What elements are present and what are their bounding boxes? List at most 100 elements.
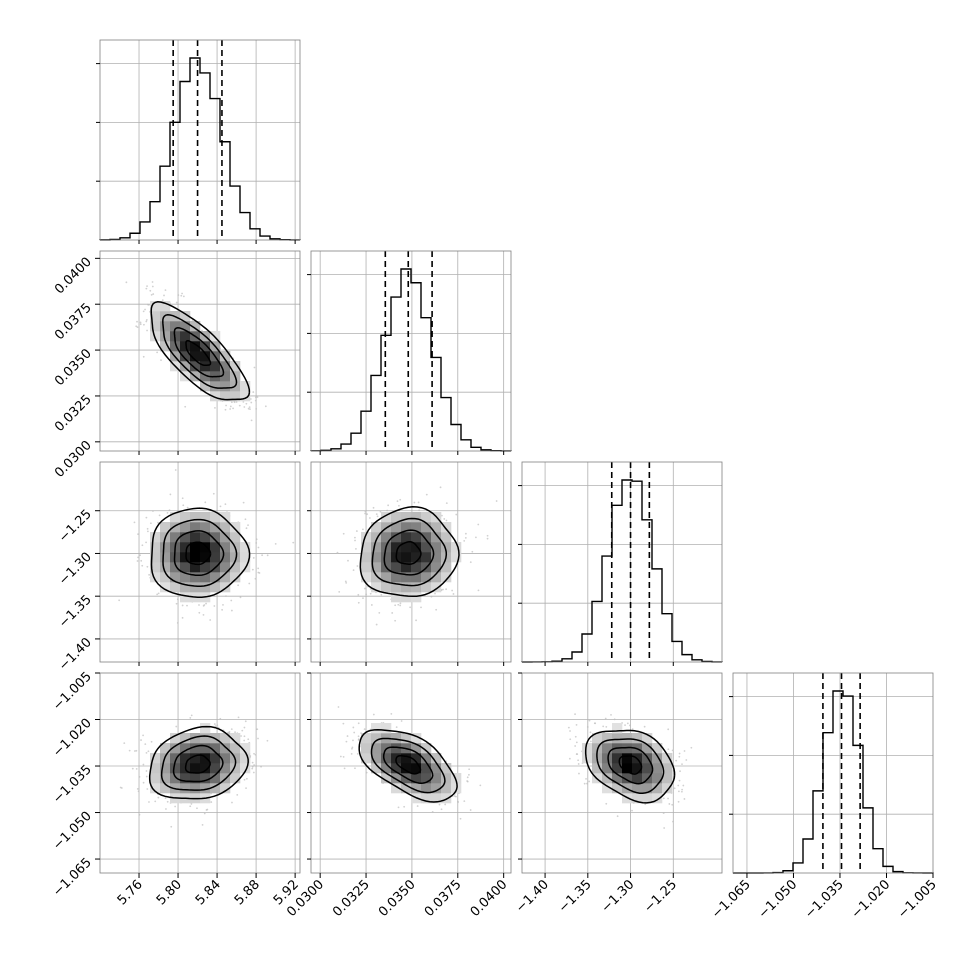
scatter-point (142, 310, 145, 313)
scatter-point (357, 738, 360, 741)
scatter-point (142, 781, 145, 784)
scatter-point (352, 739, 354, 742)
density-cell (230, 361, 241, 372)
density-cell (582, 753, 593, 764)
scatter-point (409, 606, 412, 609)
panel-frame (310, 461, 512, 663)
density-cell (240, 391, 251, 402)
density-layer (150, 301, 673, 804)
x-tick-label: −1.35 (556, 877, 595, 916)
scatter-point (362, 597, 364, 599)
scatter-point (204, 501, 207, 504)
density-cell (451, 542, 462, 553)
scatter-point (671, 749, 674, 752)
scatter-point (588, 780, 591, 783)
scatter-point (213, 605, 216, 607)
scatter-point (254, 753, 257, 756)
scatter-point (471, 550, 474, 553)
density-cell (160, 773, 171, 784)
scatter-point (671, 803, 674, 806)
scatter-point (577, 759, 580, 762)
density-cell (441, 542, 452, 553)
density-cell (662, 763, 673, 774)
scatter-point (357, 601, 360, 604)
density-cell (622, 763, 633, 774)
scatter-point (680, 790, 683, 793)
density-cell (220, 753, 231, 764)
scatter-point (180, 294, 183, 297)
density-cell (421, 552, 432, 563)
scatter-point (475, 536, 477, 539)
density-cell (210, 572, 221, 583)
scatter-point (347, 559, 349, 562)
scatter-point (336, 551, 339, 554)
density-cell (391, 773, 402, 784)
histogram-1 (310, 268, 512, 452)
scatter-point (254, 399, 257, 402)
density-cell (632, 793, 643, 804)
scatter-point (190, 803, 193, 805)
scatter-point (354, 536, 356, 539)
scatter-point (181, 616, 184, 619)
scatter-point (356, 752, 359, 755)
density-cell (150, 321, 161, 332)
density-cell (200, 763, 211, 774)
density-cell (200, 522, 211, 533)
density-cell (632, 773, 643, 784)
density-cell (210, 381, 221, 392)
density-cell (391, 512, 402, 523)
scatter-point (253, 752, 255, 755)
scatter-point (203, 812, 206, 815)
density-cell (431, 542, 442, 553)
scatter-point (469, 561, 472, 564)
scatter-point (245, 527, 248, 530)
density-cell (220, 361, 231, 372)
density-cell (230, 552, 241, 563)
density-cell (170, 582, 181, 593)
density-cell (411, 532, 422, 543)
density-cell (642, 773, 653, 784)
density-cell (371, 582, 382, 593)
scatter-point (168, 509, 171, 512)
density-cell (200, 371, 211, 382)
histogram-0 (99, 57, 301, 241)
scatter-point (257, 567, 260, 570)
scatter-point (213, 723, 216, 725)
density-cell (642, 743, 653, 754)
y-tick-label: 0.0375 (52, 300, 95, 343)
contour-line (370, 737, 446, 794)
scatter-point (219, 717, 222, 720)
scatter-point (588, 719, 591, 722)
scatter-point (681, 763, 683, 766)
scatter-point (252, 557, 255, 559)
density-cell (391, 733, 402, 744)
contour-line (358, 729, 458, 803)
scatter-point (243, 735, 246, 738)
scatter-point (164, 289, 167, 292)
scatter-point (397, 603, 400, 606)
scatter-point (459, 817, 462, 820)
scatter-point (146, 788, 149, 790)
scatter-point (593, 722, 596, 725)
density-cell (150, 301, 161, 312)
scatter-point (662, 812, 665, 814)
scatter-point (247, 524, 249, 527)
density-cell (220, 542, 231, 553)
scatter-point (457, 801, 459, 804)
density-cell (411, 733, 422, 744)
scatter-point (182, 504, 185, 507)
density-cell (421, 512, 432, 523)
scatter-point (403, 805, 406, 808)
scatter-point (164, 797, 167, 799)
scatter-point (244, 518, 247, 521)
scatter-point (477, 589, 480, 592)
density-cell (411, 562, 422, 573)
density-cell (220, 522, 231, 533)
scatter-point (677, 790, 680, 793)
scatter-point (170, 825, 173, 828)
scatter-point (352, 569, 355, 572)
scatter-point (399, 602, 402, 605)
density-cell (381, 572, 392, 583)
density-cell (180, 783, 191, 794)
scatter-point (440, 808, 443, 811)
